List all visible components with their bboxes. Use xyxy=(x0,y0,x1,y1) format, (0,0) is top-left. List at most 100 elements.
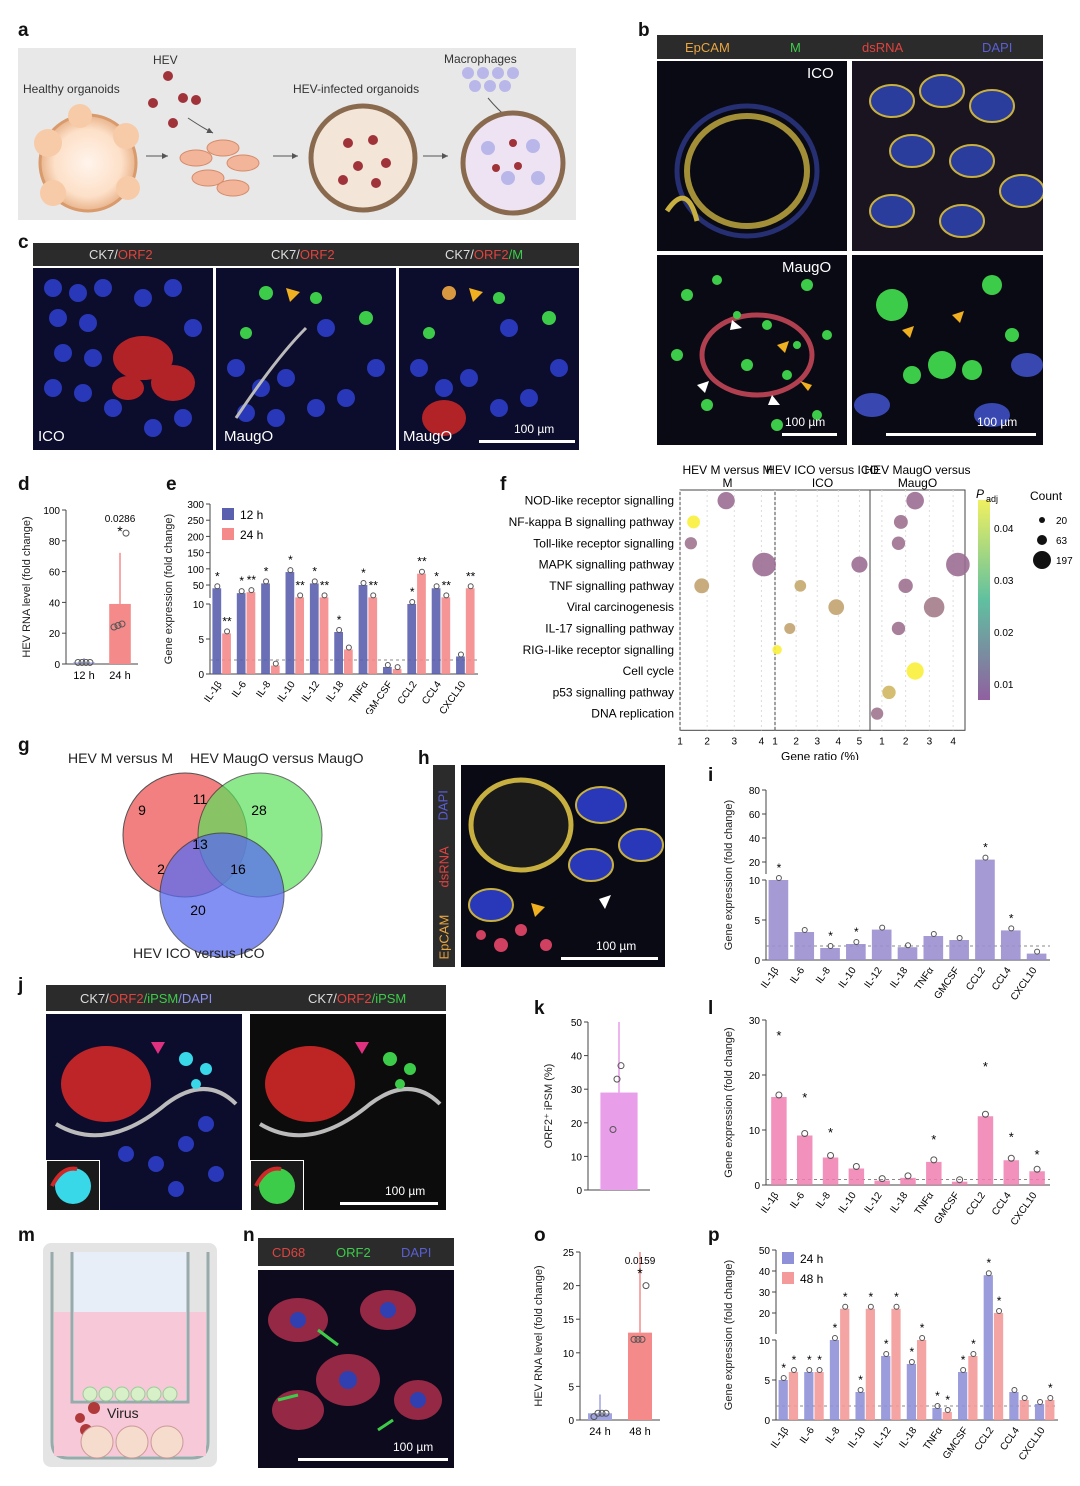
significance-star: * xyxy=(239,574,244,588)
x-tick-label: IL-10 xyxy=(837,965,859,990)
pathway-label: NOD-like receptor signalling xyxy=(525,494,674,508)
colorbar xyxy=(978,500,990,700)
x-tick-label: IL-18 xyxy=(888,1190,910,1215)
y-tick-label: 10 xyxy=(563,1349,575,1360)
y-tick-label: 10 xyxy=(749,1126,761,1137)
x-tick-label: IL-12 xyxy=(872,1425,894,1450)
panel-label-j: j xyxy=(18,975,24,996)
venn-set2-label: HEV MaugO versus MaugO xyxy=(190,750,364,766)
data-point xyxy=(370,592,377,599)
data-point xyxy=(857,1387,864,1393)
chart-k: 0 10 20 30 40 50 ORF2⁺ iPSM (%) xyxy=(543,1018,650,1197)
data-point xyxy=(878,1175,886,1183)
data-point xyxy=(384,662,391,668)
significance-star: * xyxy=(792,1353,797,1367)
x-tick-label: IL-6 xyxy=(230,679,249,700)
significance-star: * xyxy=(961,1353,966,1367)
significance-star: * xyxy=(637,1265,643,1281)
bar xyxy=(855,1392,865,1420)
macrophage-cluster xyxy=(462,67,519,92)
infected-cells xyxy=(179,139,260,197)
ico-label-c: ICO xyxy=(38,428,65,445)
chart-d: 0 20 40 60 80 100 HEV RNA level (fold change) 1… xyxy=(21,506,138,682)
c-h2-ck7: CK7/ xyxy=(271,247,300,262)
x-tick-label: IL-8 xyxy=(814,965,833,986)
colorbar-tick: 0.01 xyxy=(994,680,1014,691)
legend-label: 12 h xyxy=(240,508,263,522)
data-point xyxy=(908,1359,915,1365)
bar xyxy=(891,1308,901,1420)
bar xyxy=(417,573,426,674)
bar xyxy=(441,597,451,674)
legend-label: 24 h xyxy=(800,1252,823,1266)
bar xyxy=(768,880,789,960)
dot xyxy=(891,621,906,636)
x-tick-label: IL-12 xyxy=(863,1190,885,1215)
j-inset-1 xyxy=(46,1160,100,1210)
schematic-drawing xyxy=(34,67,566,216)
micrograph-j-nodapi: 100 µm xyxy=(250,1014,446,1210)
bar xyxy=(1034,1404,1045,1420)
micrograph-c-ico: ICO xyxy=(33,268,213,450)
y-tick-label: 0 xyxy=(754,1181,760,1192)
x-tick-label: IL-12 xyxy=(863,965,885,990)
pathway-label: p53 signalling pathway xyxy=(553,685,674,699)
data-point xyxy=(457,651,464,658)
p-value-label: 0.0286 xyxy=(105,514,136,525)
legend-label: 48 h xyxy=(800,1272,823,1286)
x-tick-label: IL-1β xyxy=(759,965,781,990)
y-axis-label: ORF2⁺ iPSM (%) xyxy=(543,1064,555,1149)
micrograph-b-maugo-zoom: 100 µm xyxy=(852,255,1043,445)
data-point xyxy=(1047,1395,1054,1401)
x-tick-label: 2 xyxy=(903,736,909,747)
c-header-2: CK7/ORF2 xyxy=(271,247,335,262)
c-h1-orf2: ORF2 xyxy=(117,247,153,262)
bar xyxy=(917,1340,927,1420)
data-point xyxy=(919,1335,926,1341)
dot xyxy=(923,596,945,618)
data-point xyxy=(82,658,90,666)
y-tick-label: 100 xyxy=(187,565,204,576)
bar xyxy=(212,588,222,674)
data-point xyxy=(630,1335,638,1343)
significance-star: * xyxy=(869,1290,874,1304)
bar xyxy=(236,593,246,674)
facet-subtitle: M xyxy=(723,476,733,490)
dot xyxy=(687,515,700,529)
significance-star: * xyxy=(910,1345,915,1359)
data-point xyxy=(816,1367,823,1373)
data-point xyxy=(827,943,834,949)
size-legend-label: 20 xyxy=(1056,516,1068,527)
y-tick-label: 150 xyxy=(187,549,204,560)
panel-label-m: m xyxy=(18,1225,35,1246)
size-legend-title: Count xyxy=(1030,489,1063,503)
significance-star: * xyxy=(337,613,342,627)
j-h1-dapi: /DAPI xyxy=(178,990,213,1006)
data-point xyxy=(418,568,425,575)
hev-label: HEV xyxy=(153,53,178,67)
y-tick-label: 20 xyxy=(749,858,761,869)
significance-star: * xyxy=(802,1090,807,1105)
facet-title: HEV ICO versus ICO xyxy=(766,463,879,477)
dot xyxy=(870,707,884,720)
significance-star: * xyxy=(781,1361,786,1375)
significance-star: * xyxy=(931,1132,936,1147)
bar xyxy=(848,1168,865,1185)
dot xyxy=(906,662,924,680)
bar xyxy=(923,936,944,960)
x-tick-label: IL-18 xyxy=(324,679,346,704)
size-legend-label: 197 xyxy=(1056,556,1073,567)
data-point xyxy=(930,931,937,937)
data-point xyxy=(345,644,352,651)
data-point xyxy=(879,924,886,931)
bar xyxy=(465,588,475,674)
significance-star: ** xyxy=(295,578,305,592)
y-tick-label: 10 xyxy=(571,1152,583,1163)
dot xyxy=(891,536,906,550)
scale-bar-b1 xyxy=(782,433,837,436)
y-tick-label: 0 xyxy=(54,660,60,671)
bar xyxy=(456,656,465,674)
facet-frame xyxy=(774,489,871,731)
bar xyxy=(788,1372,799,1420)
x-tick-label: IL-18 xyxy=(888,965,910,990)
